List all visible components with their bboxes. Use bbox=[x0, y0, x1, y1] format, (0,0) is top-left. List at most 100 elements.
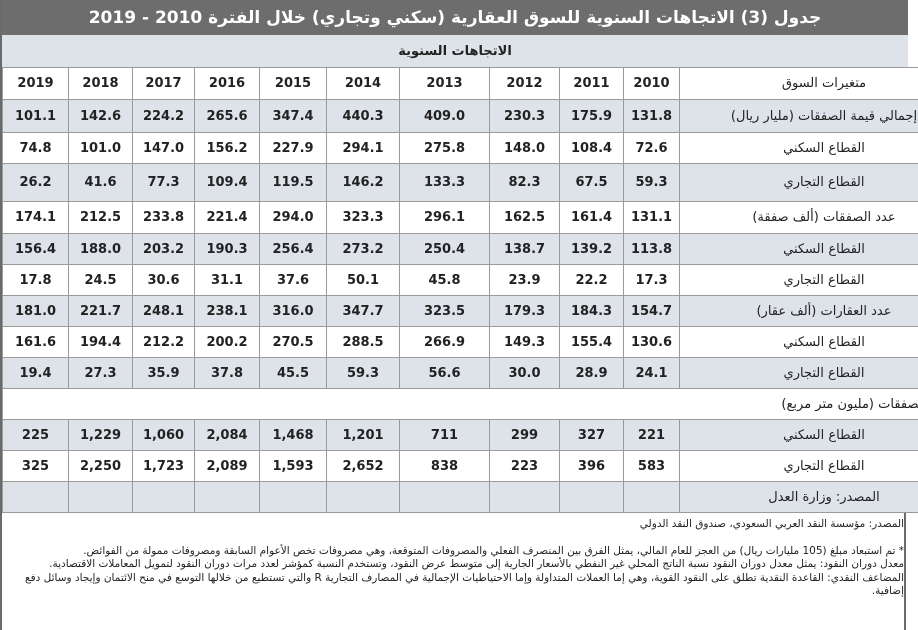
cell: 179.3 bbox=[489, 295, 560, 327]
area-section-title: مساحة الصفقات (مليون متر مربع) bbox=[781, 396, 918, 412]
cell: 212.2 bbox=[132, 326, 195, 358]
header-year: 2018 bbox=[68, 67, 133, 100]
cell: 59.3 bbox=[623, 163, 680, 202]
table-row-commercial: القطاع التجاري 24.1 28.9 30.0 56.6 59.3 … bbox=[2, 357, 918, 389]
cell: 299 bbox=[489, 419, 560, 451]
table-row-source: المصدر: وزارة العدل bbox=[2, 481, 918, 513]
cell: 131.1 bbox=[623, 201, 680, 234]
cell: 113.8 bbox=[623, 233, 680, 265]
cell: 23.9 bbox=[489, 264, 560, 296]
table-row-total-deal-value: إجمالي قيمة الصفقات (مليار ريال) 131.8 1… bbox=[2, 99, 918, 133]
footnotes: المصدر: مؤسسة النقد العربي السعودي، صندو… bbox=[6, 518, 904, 599]
cell: 256.4 bbox=[259, 233, 327, 265]
row-label: القطاع التجاري bbox=[679, 264, 918, 296]
footnote-money-multiplier: المضاعف النقدي: القاعدة النقدية تطلق على… bbox=[25, 571, 904, 598]
footnote-money-velocity: معدل دوران النقود: يمثل معدل دوران النقو… bbox=[49, 558, 904, 570]
cell: 275.8 bbox=[399, 132, 490, 164]
table-row-commercial: القطاع التجاري 59.3 67.5 82.3 133.3 146.… bbox=[2, 163, 918, 202]
cell: 838 bbox=[399, 450, 490, 482]
table-row-area-residential: القطاع السكني 221 327 299 711 1,201 1,46… bbox=[2, 419, 918, 451]
cell: 138.7 bbox=[489, 233, 560, 265]
cell: 155.4 bbox=[559, 326, 624, 358]
cell: 146.2 bbox=[326, 163, 400, 202]
header-year: 2019 bbox=[2, 67, 69, 100]
cell: 1,060 bbox=[132, 419, 195, 451]
cell: 583 bbox=[623, 450, 680, 482]
cell: 59.3 bbox=[326, 357, 400, 389]
row-label: عدد العقارات (ألف عقار) bbox=[679, 295, 918, 327]
cell: 1,229 bbox=[68, 419, 133, 451]
cell: 26.2 bbox=[2, 163, 69, 202]
cell: 156.2 bbox=[194, 132, 260, 164]
header-year: 2011 bbox=[559, 67, 624, 100]
cell: 1,723 bbox=[132, 450, 195, 482]
cell: 30.0 bbox=[489, 357, 560, 389]
cell: 147.0 bbox=[132, 132, 195, 164]
cell: 325 bbox=[2, 450, 69, 482]
cell: 711 bbox=[399, 419, 490, 451]
empty-cell bbox=[68, 481, 133, 513]
cell: 221.7 bbox=[68, 295, 133, 327]
header-year: 2010 bbox=[623, 67, 680, 100]
market-trends-table: متغيرات السوق 2010 2011 2012 2013 2014 2… bbox=[2, 67, 918, 513]
cell: 162.5 bbox=[489, 201, 560, 234]
cell: 2,250 bbox=[68, 450, 133, 482]
cell: 316.0 bbox=[259, 295, 327, 327]
row-label: القطاع التجاري bbox=[679, 163, 918, 202]
source-label: المصدر: وزارة العدل bbox=[679, 481, 918, 513]
cell: 248.1 bbox=[132, 295, 195, 327]
header-year: 2012 bbox=[489, 67, 560, 100]
cell: 109.4 bbox=[194, 163, 260, 202]
cell: 266.9 bbox=[399, 326, 490, 358]
cell: 72.6 bbox=[623, 132, 680, 164]
cell: 139.2 bbox=[559, 233, 624, 265]
cell: 273.2 bbox=[326, 233, 400, 265]
empty-cell bbox=[623, 481, 680, 513]
cell: 30.6 bbox=[132, 264, 195, 296]
cell: 327 bbox=[559, 419, 624, 451]
cell: 67.5 bbox=[559, 163, 624, 202]
cell: 27.3 bbox=[68, 357, 133, 389]
cell: 250.4 bbox=[399, 233, 490, 265]
cell: 28.9 bbox=[559, 357, 624, 389]
header-year: 2016 bbox=[194, 67, 260, 100]
row-label: القطاع السكني bbox=[679, 233, 918, 265]
empty-cell bbox=[489, 481, 560, 513]
cell: 212.5 bbox=[68, 201, 133, 234]
empty-cell bbox=[559, 481, 624, 513]
empty-cell bbox=[194, 481, 260, 513]
row-label: القطاع السكني bbox=[679, 419, 918, 451]
cell: 288.5 bbox=[326, 326, 400, 358]
row-label: عدد الصفقات (ألف صفقة) bbox=[679, 201, 918, 234]
cell: 130.6 bbox=[623, 326, 680, 358]
footnote-deficit: * تم استبعاد مبلغ (105 مليارات ريال) من … bbox=[83, 544, 904, 557]
cell: 1,593 bbox=[259, 450, 327, 482]
table-row-area-commercial: القطاع التجاري 583 396 223 838 2,652 1,5… bbox=[2, 450, 918, 482]
cell: 101.1 bbox=[2, 99, 69, 133]
cell: 190.3 bbox=[194, 233, 260, 265]
cell: 133.3 bbox=[399, 163, 490, 202]
empty-cell bbox=[259, 481, 327, 513]
cell: 156.4 bbox=[2, 233, 69, 265]
cell: 221 bbox=[623, 419, 680, 451]
cell: 45.8 bbox=[399, 264, 490, 296]
cell: 323.5 bbox=[399, 295, 490, 327]
cell: 35.9 bbox=[132, 357, 195, 389]
header-year: 2017 bbox=[132, 67, 195, 100]
empty-cell bbox=[326, 481, 400, 513]
cell: 17.3 bbox=[623, 264, 680, 296]
cell: 17.8 bbox=[2, 264, 69, 296]
cell: 203.2 bbox=[132, 233, 195, 265]
table-row-residential: القطاع السكني 130.6 155.4 149.3 266.9 28… bbox=[2, 326, 918, 358]
cell: 225 bbox=[2, 419, 69, 451]
cell: 149.3 bbox=[489, 326, 560, 358]
cell: 188.0 bbox=[68, 233, 133, 265]
cell: 56.6 bbox=[399, 357, 490, 389]
cell: 161.6 bbox=[2, 326, 69, 358]
cell: 294.0 bbox=[259, 201, 327, 234]
cell: 161.4 bbox=[559, 201, 624, 234]
cell: 82.3 bbox=[489, 163, 560, 202]
table-row-commercial: القطاع التجاري 17.3 22.2 23.9 45.8 50.1 … bbox=[2, 264, 918, 296]
cell: 154.7 bbox=[623, 295, 680, 327]
cell: 24.5 bbox=[68, 264, 133, 296]
